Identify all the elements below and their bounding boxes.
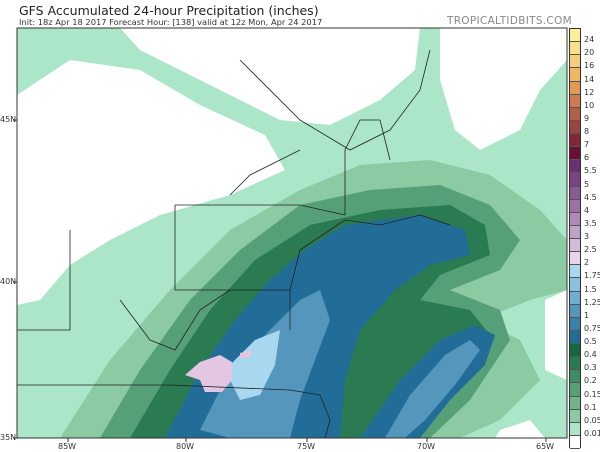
colorbar-label: 1.75 bbox=[584, 271, 600, 281]
colorbar-bin bbox=[570, 81, 580, 95]
colorbar-label: 4.5 bbox=[584, 192, 597, 202]
colorbar-label: 6 bbox=[584, 153, 590, 163]
colorbar-bin bbox=[570, 357, 580, 371]
colorbar-label: 0.5 bbox=[584, 337, 597, 346]
colorbar-label: 24 bbox=[584, 35, 595, 45]
colorbar-label: 16 bbox=[584, 61, 595, 71]
colorbar-label: 8 bbox=[584, 127, 590, 136]
colorbar-label: 20 bbox=[584, 48, 595, 58]
colorbar-label: 14 bbox=[584, 74, 595, 84]
colorbar-bin bbox=[570, 107, 580, 121]
colorbar-label: 10 bbox=[584, 100, 595, 110]
colorbar-bin bbox=[570, 186, 580, 200]
lon-label: 75W bbox=[297, 442, 316, 451]
colorbar-bin bbox=[570, 55, 580, 69]
colorbar-bin bbox=[570, 147, 580, 161]
no-precip-area-west bbox=[17, 60, 285, 305]
colorbar-bin bbox=[570, 317, 580, 331]
colorbar-bin bbox=[570, 199, 580, 213]
no-precip-area-southeast bbox=[495, 290, 567, 438]
colorbar-bin bbox=[570, 291, 580, 305]
colorbar-bin bbox=[570, 435, 580, 449]
colorbar-label: 0.1 bbox=[584, 402, 597, 412]
colorbar-bin bbox=[570, 330, 580, 344]
lat-label: 45N bbox=[0, 115, 17, 124]
colorbar-label: 0.2 bbox=[584, 376, 597, 386]
colorbar-bin bbox=[570, 42, 580, 56]
lon-label: 85W bbox=[58, 442, 77, 451]
colorbar-label: 12 bbox=[584, 87, 595, 97]
lon-label: 80W bbox=[176, 442, 195, 451]
map-frame bbox=[16, 27, 568, 439]
borders bbox=[17, 49, 451, 438]
colorbar-label: 0.3 bbox=[584, 363, 597, 373]
colorbar-bin bbox=[570, 383, 580, 397]
lat-label: 35N bbox=[0, 433, 17, 442]
brand-watermark: TROPICALTIDBITS.COM bbox=[447, 15, 572, 27]
colorbar-label: 7 bbox=[584, 140, 590, 150]
lon-label: 65W bbox=[536, 442, 555, 451]
colorbar-label: 1.5 bbox=[584, 284, 597, 294]
colorbar-bin bbox=[570, 173, 580, 187]
colorbar-bin bbox=[570, 94, 580, 108]
colorbar-bin bbox=[570, 370, 580, 384]
colorbar-bin bbox=[570, 239, 580, 253]
lat-label: 40N bbox=[0, 277, 17, 286]
colorbar-label: 0.15 bbox=[584, 389, 600, 399]
colorbar-label: 2.5 bbox=[584, 245, 597, 255]
map-subtitle: Init: 18z Apr 18 2017 Forecast Hour: [13… bbox=[19, 17, 323, 27]
colorbar-bin bbox=[570, 422, 580, 436]
colorbar-label: 1 bbox=[584, 310, 590, 320]
colorbar-label: 0.75 bbox=[584, 323, 600, 333]
colorbar-bin bbox=[570, 212, 580, 226]
precip-layer-2 bbox=[185, 350, 252, 392]
no-precip-area-north bbox=[120, 28, 420, 125]
colorbar-bin bbox=[570, 278, 580, 292]
colorbar-label: 0.05 bbox=[584, 415, 600, 425]
colorbar-label: 9 bbox=[584, 113, 590, 123]
colorbar-bin bbox=[570, 409, 580, 423]
map-title: GFS Accumulated 24-hour Precipitation (i… bbox=[19, 3, 319, 18]
colorbar-bin bbox=[570, 68, 580, 82]
colorbar-bin bbox=[570, 396, 580, 410]
colorbar-bin bbox=[570, 29, 580, 43]
colorbar-bin bbox=[570, 265, 580, 279]
axis-ticks bbox=[13, 119, 547, 442]
colorbar-label: 3 bbox=[584, 232, 590, 241]
colorbar-bin bbox=[570, 344, 580, 358]
colorbar-label: 0.01 bbox=[584, 428, 600, 438]
colorbar-label: 0.4 bbox=[584, 350, 597, 360]
precip-layer-175 bbox=[225, 330, 280, 400]
colorbar-label: 5 bbox=[584, 179, 590, 189]
colorbar-label: 5.5 bbox=[584, 166, 597, 176]
colorbar bbox=[569, 28, 581, 449]
colorbar-bin bbox=[570, 252, 580, 266]
precip-layer-125-east bbox=[385, 340, 480, 438]
colorbar-label: 2 bbox=[584, 258, 590, 268]
colorbar-bin bbox=[570, 160, 580, 174]
lon-label: 70W bbox=[417, 442, 436, 451]
colorbar-label: 4 bbox=[584, 205, 590, 215]
colorbar-label: 3.5 bbox=[584, 218, 597, 228]
colorbar-bin bbox=[570, 225, 580, 239]
no-precip-area-northeast bbox=[440, 28, 567, 150]
colorbar-label: 1.25 bbox=[584, 297, 600, 307]
colorbar-bin bbox=[570, 120, 580, 134]
colorbar-bin bbox=[570, 134, 580, 148]
colorbar-bin bbox=[570, 304, 580, 318]
